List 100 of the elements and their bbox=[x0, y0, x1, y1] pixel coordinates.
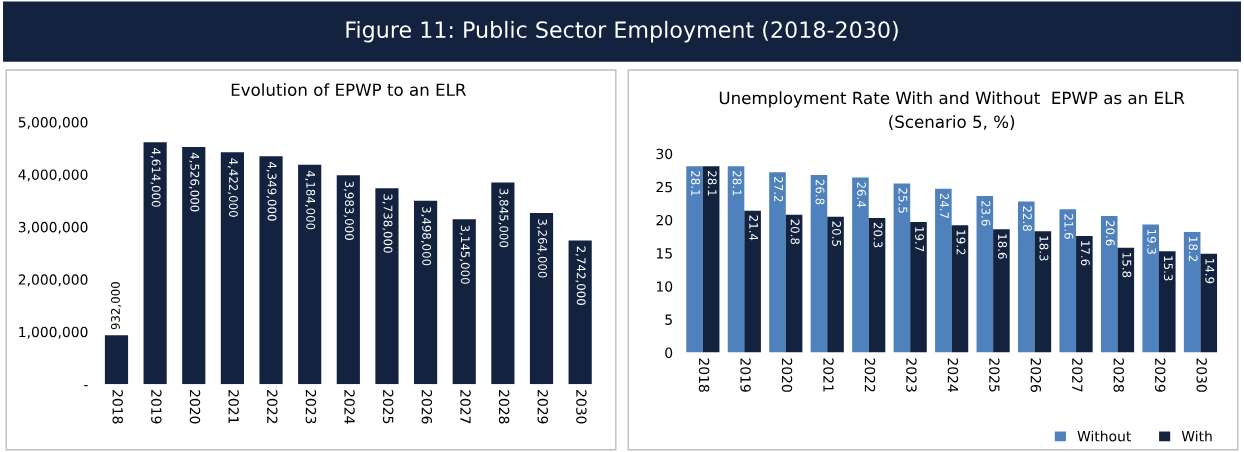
data-label: 25.5 bbox=[898, 188, 908, 213]
y-tick-label: 2,000,000 bbox=[18, 274, 88, 287]
y-tick-label: 30 bbox=[656, 148, 673, 160]
y-tick-label: 10 bbox=[656, 281, 673, 292]
data-label: 3,845,000 bbox=[498, 188, 509, 248]
bar bbox=[143, 142, 167, 385]
x-tick-label: 2027 bbox=[460, 390, 471, 424]
bar bbox=[491, 182, 515, 385]
data-label: 28.1 bbox=[732, 171, 742, 196]
bar bbox=[727, 166, 745, 353]
y-tick-label: 25 bbox=[656, 181, 672, 193]
x-tick-label: 2030 bbox=[576, 390, 587, 424]
bar bbox=[1059, 209, 1077, 353]
bar bbox=[852, 177, 869, 353]
bar bbox=[336, 175, 360, 385]
data-label: 20.6 bbox=[1105, 220, 1115, 246]
bar bbox=[769, 172, 786, 353]
x-tick-label: 2020 bbox=[781, 358, 793, 392]
x-tick-label: 2027 bbox=[1072, 358, 1083, 392]
data-label: 23.6 bbox=[981, 200, 991, 226]
bar bbox=[1183, 231, 1201, 353]
bar bbox=[1117, 247, 1135, 353]
data-label: 2,742,000 bbox=[575, 246, 586, 305]
bar bbox=[1200, 253, 1218, 353]
bar bbox=[1034, 231, 1052, 353]
x-tick-label: 2028 bbox=[498, 390, 510, 424]
bar bbox=[220, 152, 244, 385]
data-label: 18.2 bbox=[1188, 237, 1198, 261]
data-label: 19.3 bbox=[1147, 229, 1157, 254]
chart-title: Unemployment Rate With and Without EPWP as an ELR bbox=[719, 91, 1185, 108]
data-label: 932,000 bbox=[110, 282, 122, 330]
bar bbox=[993, 229, 1010, 353]
x-tick-label: 2024 bbox=[947, 358, 959, 392]
data-label: 19.7 bbox=[915, 227, 924, 252]
x-tick-label: 2026 bbox=[421, 390, 433, 424]
bar bbox=[976, 196, 994, 353]
bar bbox=[744, 210, 761, 353]
x-tick-label: 2021 bbox=[228, 390, 239, 424]
y-tick-label: 5 bbox=[665, 314, 672, 325]
legend-label: With bbox=[1181, 430, 1212, 442]
x-tick-label: 2018 bbox=[698, 358, 710, 392]
bar bbox=[414, 200, 438, 385]
data-label: 15.8 bbox=[1122, 253, 1132, 278]
data-label: 17.6 bbox=[1080, 241, 1090, 266]
bar bbox=[104, 335, 129, 385]
y-tick-label: 3,000,000 bbox=[18, 221, 88, 234]
x-tick-label: 2023 bbox=[906, 358, 917, 392]
bar bbox=[893, 183, 911, 353]
x-tick-label: 2022 bbox=[267, 390, 278, 424]
bar bbox=[935, 188, 952, 353]
data-label: 21.4 bbox=[749, 215, 759, 241]
bar bbox=[1100, 216, 1118, 353]
data-label: 21.6 bbox=[1064, 214, 1074, 239]
bar bbox=[298, 164, 322, 385]
x-tick-label: 2023 bbox=[305, 390, 317, 424]
data-label: 22.8 bbox=[1022, 206, 1032, 231]
bar bbox=[810, 174, 828, 353]
data-label: 15.3 bbox=[1163, 256, 1173, 281]
x-tick-label: 2025 bbox=[989, 358, 1000, 392]
data-label: 26.4 bbox=[857, 182, 866, 208]
bar bbox=[1158, 251, 1176, 353]
data-label: 20.8 bbox=[790, 219, 800, 245]
data-label: 18.3 bbox=[1039, 236, 1049, 261]
y-tick-label: 5,000,000 bbox=[18, 117, 88, 129]
x-tick-label: 2026 bbox=[1030, 358, 1042, 392]
data-label: 4,526,000 bbox=[189, 152, 200, 212]
chart-subtitle: (Scenario 5, %) bbox=[889, 115, 1015, 131]
data-label: 3,145,000 bbox=[459, 225, 470, 284]
data-label: 28.1 bbox=[691, 171, 701, 196]
data-label: 3,738,000 bbox=[382, 194, 393, 253]
x-tick-label: 2020 bbox=[189, 390, 201, 424]
data-label: 4,349,000 bbox=[266, 161, 277, 221]
y-tick-label: 1,000,000 bbox=[19, 326, 88, 339]
x-tick-label: 2029 bbox=[1154, 358, 1166, 392]
y-tick-label: 0 bbox=[665, 347, 673, 359]
bar bbox=[868, 217, 886, 353]
data-label: 4,184,000 bbox=[305, 170, 316, 230]
data-label: 3,498,000 bbox=[420, 206, 432, 266]
bar bbox=[702, 166, 720, 353]
y-tick-label: 15 bbox=[656, 248, 672, 259]
bar bbox=[686, 166, 703, 353]
bar bbox=[452, 219, 476, 385]
bar bbox=[827, 216, 844, 353]
bar bbox=[1142, 224, 1159, 353]
x-tick-label: 2024 bbox=[344, 390, 355, 424]
data-label: 3,983,000 bbox=[343, 181, 354, 240]
x-tick-label: 2022 bbox=[864, 358, 876, 392]
x-tick-label: 2029 bbox=[537, 390, 548, 424]
x-tick-label: 2019 bbox=[151, 390, 162, 424]
bar bbox=[785, 214, 803, 353]
x-tick-label: 2019 bbox=[740, 358, 751, 392]
bar bbox=[182, 146, 206, 385]
data-label: 18.6 bbox=[997, 234, 1007, 259]
x-tick-label: 2021 bbox=[823, 358, 834, 392]
y-tick-label: - bbox=[84, 385, 88, 387]
x-tick-label: 2018 bbox=[112, 390, 123, 424]
bar bbox=[568, 240, 592, 385]
caption: Figure 11: Public Sector Employment (2018-2030) bbox=[346, 20, 898, 43]
data-label: 14.9 bbox=[1205, 259, 1215, 284]
data-label: 20.5 bbox=[832, 221, 842, 246]
